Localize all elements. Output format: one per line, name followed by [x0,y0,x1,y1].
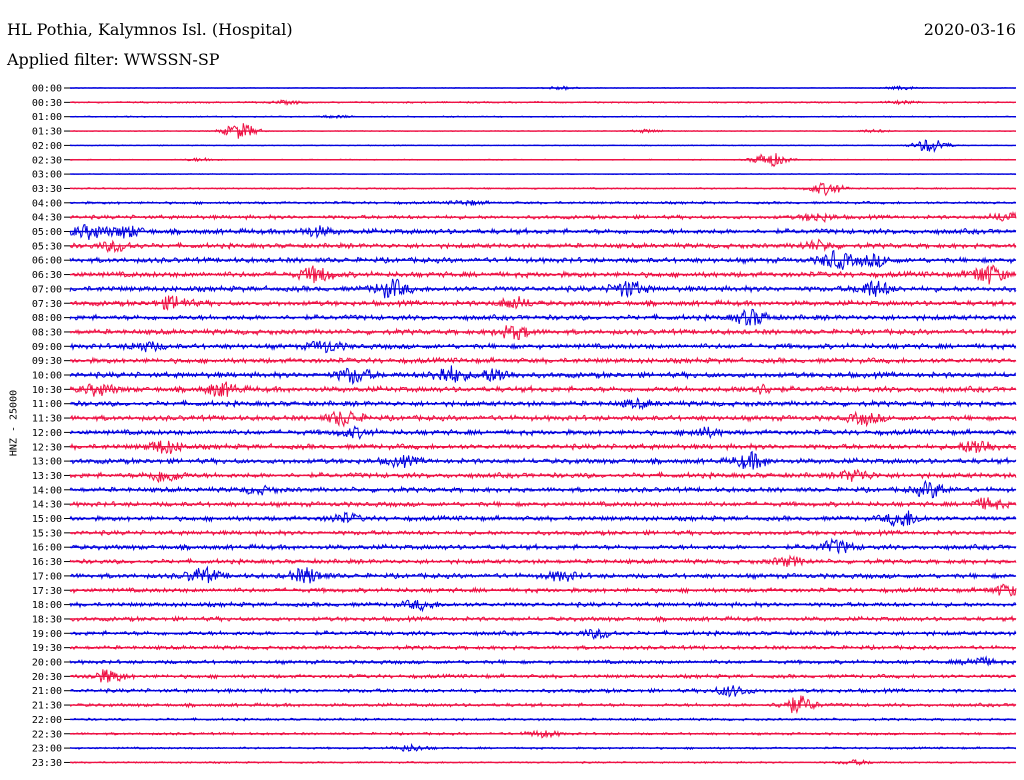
time-tick-label: 01:30 [32,127,62,138]
station-title: HL Pothia, Kalymnos Isl. (Hospital) [7,20,293,39]
time-tick-label: 05:30 [32,241,62,252]
seismic-traces [69,85,1017,766]
time-tick-label: 16:30 [32,557,62,568]
time-tick-label: 02:00 [32,141,62,152]
trace-0730 [69,295,1017,311]
time-tick-label: 08:00 [32,313,62,324]
time-tick-label: 11:00 [32,399,62,410]
time-tick-label: 01:00 [32,112,62,123]
time-tick-label: 21:30 [32,701,62,712]
time-tick-label: 19:00 [32,629,62,640]
time-axis: 00:00 00:30 01:00 01:30 02:00 02:30 03:00 03:30… [32,84,70,769]
time-tick-label: 16:00 [32,543,62,554]
trace-1530 [69,528,1017,537]
time-tick-label: 12:00 [32,428,62,439]
time-tick-label: 13:00 [32,457,62,468]
time-tick-label: 04:00 [32,198,62,209]
time-tick-label: 18:30 [32,614,62,625]
time-tick-label: 12:30 [32,442,62,453]
time-tick-label: 04:30 [32,213,62,224]
time-tick-label: 14:00 [32,485,62,496]
time-tick-label: 00:00 [32,84,62,95]
time-tick-label: 05:00 [32,227,62,238]
time-tick-label: 09:30 [32,356,62,367]
time-tick-label: 10:30 [32,385,62,396]
trace-1800 [69,599,1017,613]
time-tick-label: 18:00 [32,600,62,611]
time-tick-label: 17:30 [32,586,62,597]
time-tick-label: 09:00 [32,342,62,353]
record-date: 2020-03-16 [923,20,1016,39]
time-tick-label: 19:30 [32,643,62,654]
trace-1130 [69,410,1017,428]
time-tick-label: 23:00 [32,744,62,755]
time-tick-label: 21:00 [32,686,62,697]
time-tick-label: 03:00 [32,170,62,181]
trace-2000 [69,655,1017,667]
time-tick-label: 15:00 [32,514,62,525]
time-tick-label: 20:00 [32,658,62,669]
time-tick-label: 17:00 [32,571,62,582]
time-tick-label: 14:30 [32,500,62,511]
time-tick-label: 07:00 [32,284,62,295]
trace-0500 [69,224,1017,240]
time-tick-label: 22:00 [32,715,62,726]
time-tick-label: 11:30 [32,414,62,425]
time-tick-label: 22:30 [32,729,62,740]
time-tick-label: 07:30 [32,299,62,310]
time-tick-label: 13:30 [32,471,62,482]
time-tick-label: 10:00 [32,371,62,382]
time-tick-label: 15:30 [32,528,62,539]
time-tick-label: 23:30 [32,758,62,769]
time-tick-label: 06:30 [32,270,62,281]
trace-1900 [69,627,1017,641]
trace-0330 [69,182,1017,197]
filter-label: Applied filter: WWSSN-SP [7,50,220,69]
time-tick-label: 00:30 [32,98,62,109]
time-tick-label: 20:30 [32,672,62,683]
trace-2130 [70,695,1017,715]
time-tick-label: 08:30 [32,327,62,338]
time-tick-label: 03:30 [32,184,62,195]
trace-1600 [69,537,1017,555]
trace-0800 [69,308,1017,326]
time-tick-label: 02:30 [32,155,62,166]
time-tick-label: 06:00 [32,256,62,267]
